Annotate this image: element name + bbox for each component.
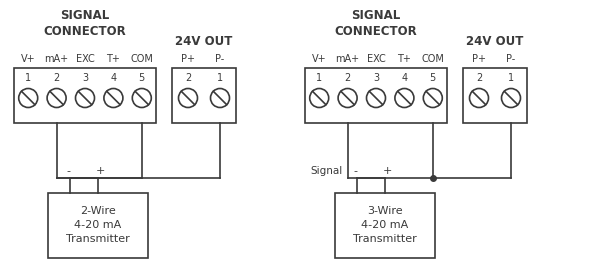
FancyBboxPatch shape — [48, 193, 148, 258]
Text: P+: P+ — [181, 54, 195, 64]
Text: COM: COM — [421, 54, 444, 64]
Text: 2: 2 — [476, 73, 482, 83]
Text: V+: V+ — [21, 54, 36, 64]
Text: 5: 5 — [139, 73, 145, 83]
Text: 1: 1 — [25, 73, 32, 83]
Text: 4: 4 — [110, 73, 117, 83]
Text: COM: COM — [130, 54, 154, 64]
Text: 3: 3 — [82, 73, 88, 83]
Text: V+: V+ — [312, 54, 327, 64]
Text: SIGNAL
CONNECTOR: SIGNAL CONNECTOR — [43, 9, 126, 38]
Text: P-: P- — [215, 54, 225, 64]
FancyBboxPatch shape — [14, 68, 156, 123]
Text: 1: 1 — [316, 73, 322, 83]
Text: EXC: EXC — [367, 54, 386, 64]
Text: T+: T+ — [107, 54, 120, 64]
Text: T+: T+ — [397, 54, 411, 64]
FancyBboxPatch shape — [172, 68, 236, 123]
Text: 24V OUT: 24V OUT — [466, 35, 524, 48]
Text: EXC: EXC — [76, 54, 95, 64]
Text: P+: P+ — [472, 54, 486, 64]
Text: mA+: mA+ — [336, 54, 359, 64]
Text: 3-Wire
4-20 mA
Transmitter: 3-Wire 4-20 mA Transmitter — [353, 206, 417, 245]
Text: 1: 1 — [217, 73, 223, 83]
Text: 2: 2 — [185, 73, 191, 83]
Text: 2-Wire
4-20 mA
Transmitter: 2-Wire 4-20 mA Transmitter — [66, 206, 130, 245]
Text: -: - — [66, 166, 70, 176]
Text: P-: P- — [506, 54, 516, 64]
Text: 1: 1 — [508, 73, 514, 83]
Text: 4: 4 — [402, 73, 408, 83]
FancyBboxPatch shape — [463, 68, 527, 123]
Text: 2: 2 — [54, 73, 60, 83]
Text: -: - — [353, 166, 357, 176]
FancyBboxPatch shape — [305, 68, 447, 123]
Text: +: + — [383, 166, 392, 176]
Text: SIGNAL
CONNECTOR: SIGNAL CONNECTOR — [334, 9, 417, 38]
Text: Signal: Signal — [311, 166, 343, 176]
Text: +: + — [95, 166, 105, 176]
FancyBboxPatch shape — [335, 193, 435, 258]
Text: 3: 3 — [373, 73, 379, 83]
Text: 5: 5 — [430, 73, 436, 83]
Text: 2: 2 — [345, 73, 350, 83]
Text: mA+: mA+ — [45, 54, 68, 64]
Text: 24V OUT: 24V OUT — [176, 35, 233, 48]
